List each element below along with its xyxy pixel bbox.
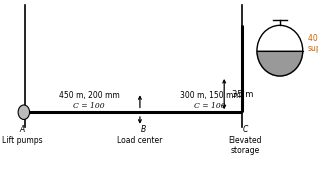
Text: Lift pumps: Lift pumps	[2, 136, 43, 145]
Text: Load center: Load center	[117, 136, 162, 145]
Text: C = 100: C = 100	[194, 102, 226, 110]
Ellipse shape	[18, 105, 30, 119]
Text: 450 m, 200 mm: 450 m, 200 mm	[59, 90, 120, 100]
Text: A: A	[20, 125, 25, 134]
Text: 400 m³
supply: 400 m³ supply	[308, 34, 318, 53]
Text: B: B	[141, 125, 146, 134]
Text: C = 100: C = 100	[73, 102, 105, 110]
Polygon shape	[257, 51, 303, 76]
Text: 300 m, 150 mm: 300 m, 150 mm	[179, 90, 240, 100]
Text: Elevated
storage: Elevated storage	[228, 136, 262, 155]
Text: 35 m: 35 m	[232, 90, 253, 99]
Text: C: C	[242, 125, 247, 134]
